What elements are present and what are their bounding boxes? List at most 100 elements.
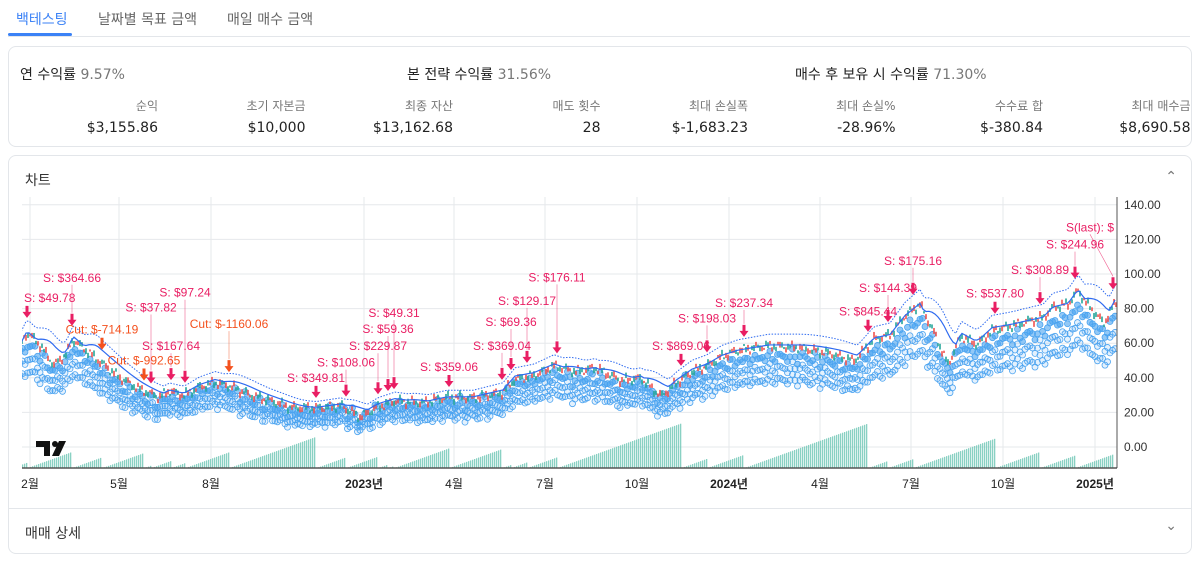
candle (409, 401, 411, 405)
candle (257, 394, 259, 399)
volume-bar (220, 455, 222, 468)
band-circle (601, 389, 609, 397)
candle (1093, 313, 1095, 319)
volume-bar (918, 466, 920, 468)
candle (537, 373, 539, 377)
candle (679, 381, 681, 388)
candle (951, 355, 953, 360)
band-circle (789, 358, 796, 366)
volume-bar (726, 461, 728, 468)
tab-backtesting[interactable]: 백테스팅 (16, 12, 68, 28)
volume-bar (406, 463, 408, 468)
candle (303, 403, 305, 406)
volume-bar (1102, 458, 1104, 468)
band-circle (109, 394, 116, 402)
volume-bar (464, 462, 466, 468)
band-circle (604, 397, 611, 405)
candle (821, 349, 823, 356)
candle (291, 404, 293, 410)
volume-bar (624, 443, 626, 468)
price-chart[interactable]: 140.00 120.00 100.00 80.00 60.00 40.00 20.00 0.… (0, 190, 1200, 500)
candle (407, 398, 409, 405)
volume-bar (792, 450, 794, 468)
candle (271, 397, 273, 403)
volume-bar (812, 443, 814, 468)
sell-marker-label: S: $69.36 (485, 315, 537, 329)
stat-label: 초기 자본금 (246, 99, 306, 113)
band-circle (189, 409, 196, 416)
volume-bar (774, 457, 776, 468)
candle (131, 385, 133, 391)
candle (745, 346, 747, 353)
candle (965, 334, 967, 340)
candle (915, 309, 917, 315)
candle (439, 397, 441, 404)
volume-bar (808, 444, 810, 468)
sell-arrow-icon (702, 340, 712, 353)
volume-bar (688, 465, 690, 468)
volume-bar (970, 447, 972, 468)
candle (1009, 325, 1011, 329)
volume-bar (584, 458, 586, 468)
candle (843, 356, 845, 360)
candle (715, 361, 717, 366)
volume-bar (1092, 461, 1094, 468)
volume-bar (630, 441, 632, 468)
candle (165, 391, 167, 398)
sell-arrow-icon (341, 384, 351, 397)
volume-bar (410, 462, 412, 468)
candle (1051, 304, 1053, 308)
volume-bar (1050, 464, 1052, 468)
x-tick-label: 2023년 (345, 477, 383, 491)
candle (689, 374, 691, 379)
candle (501, 394, 503, 400)
candle (841, 356, 843, 362)
volume-bar (64, 454, 66, 468)
band-circle (41, 375, 49, 383)
band-circle (661, 410, 669, 417)
candle (209, 382, 211, 385)
volume-bar (1064, 459, 1066, 468)
band-circle (76, 361, 84, 369)
volume-bar (1030, 455, 1032, 468)
candle (487, 395, 489, 402)
candle (991, 324, 993, 329)
band-circle (724, 386, 731, 394)
volume-bar (554, 458, 556, 468)
band-circle (454, 414, 461, 422)
sell-arrow-icon (146, 371, 156, 384)
band-circle (411, 401, 419, 409)
volume-bar (942, 457, 944, 468)
tab-target-by-date[interactable]: 날짜별 목표 금액 (98, 12, 198, 28)
sell-arrow-icon (1035, 292, 1045, 305)
volume-bar (486, 454, 488, 468)
volume-bar (964, 449, 966, 468)
volume-bar (264, 455, 266, 468)
candle (477, 395, 479, 400)
candle (71, 338, 73, 344)
candle (331, 406, 333, 411)
volume-bar (1098, 459, 1100, 468)
candle (369, 412, 371, 416)
volume-bar (628, 442, 630, 468)
candle (629, 377, 631, 381)
band-circle (926, 348, 934, 356)
volume-bar (646, 435, 648, 468)
volume-bar (612, 448, 614, 468)
candle (1065, 298, 1067, 304)
candle (731, 348, 733, 354)
candle (1075, 288, 1077, 294)
candle (655, 390, 657, 395)
band-circle (439, 417, 446, 425)
sell-marker-label: S: $176.11 (528, 270, 585, 284)
volume-bar (330, 462, 332, 468)
tab-daily-buy[interactable]: 매일 매수 금액 (227, 12, 314, 28)
volume-bar (288, 446, 290, 468)
candle (111, 368, 113, 374)
volume-bar (848, 430, 850, 468)
chevron-down-icon[interactable]: ⌄ (1165, 518, 1177, 534)
candle (845, 360, 847, 366)
chevron-up-icon[interactable]: ⌃ (1165, 169, 1177, 185)
volume-bar (988, 441, 990, 468)
band-circle (854, 386, 861, 394)
